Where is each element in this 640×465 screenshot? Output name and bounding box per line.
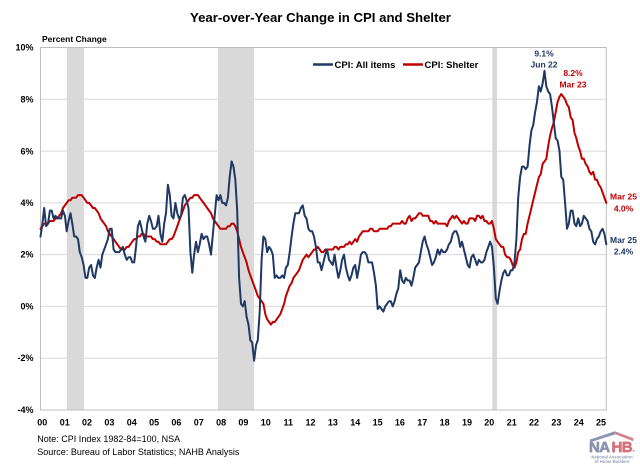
- svg-text:15: 15: [373, 418, 383, 428]
- svg-text:16: 16: [395, 418, 405, 428]
- svg-text:11: 11: [283, 418, 293, 428]
- svg-text:2%: 2%: [20, 250, 33, 260]
- svg-text:24: 24: [574, 418, 584, 428]
- svg-text:04: 04: [127, 418, 137, 428]
- svg-text:Jun 22: Jun 22: [531, 59, 558, 69]
- svg-text:Percent Change: Percent Change: [42, 34, 107, 44]
- svg-text:NA: NA: [589, 439, 610, 456]
- svg-text:18: 18: [440, 418, 450, 428]
- svg-text:9.1%: 9.1%: [534, 49, 554, 59]
- svg-text:National Association: National Association: [591, 455, 633, 460]
- svg-text:0%: 0%: [20, 302, 33, 312]
- svg-text:-4%: -4%: [17, 405, 33, 415]
- svg-text:of Home Builders: of Home Builders: [595, 459, 630, 464]
- svg-text:05: 05: [149, 418, 159, 428]
- svg-text:2.4%: 2.4%: [614, 247, 634, 257]
- svg-text:25: 25: [596, 418, 606, 428]
- svg-text:4.0%: 4.0%: [614, 204, 634, 214]
- svg-text:-2%: -2%: [17, 353, 33, 363]
- svg-text:13: 13: [328, 418, 338, 428]
- svg-text:09: 09: [238, 418, 248, 428]
- svg-text:6%: 6%: [20, 146, 33, 156]
- svg-text:19: 19: [462, 418, 472, 428]
- svg-text:00: 00: [37, 418, 47, 428]
- svg-text:17: 17: [417, 418, 427, 428]
- svg-text:22: 22: [529, 418, 539, 428]
- svg-text:Year-over-Year Change in CPI a: Year-over-Year Change in CPI and Shelter: [190, 10, 451, 25]
- svg-text:CPI: All items: CPI: All items: [335, 60, 396, 71]
- svg-text:8%: 8%: [20, 94, 33, 104]
- svg-text:10%: 10%: [15, 43, 33, 53]
- svg-text:4%: 4%: [20, 198, 33, 208]
- svg-text:23: 23: [551, 418, 561, 428]
- svg-text:03: 03: [104, 418, 114, 428]
- svg-text:Mar 25: Mar 25: [610, 192, 637, 202]
- svg-text:Note: CPI Index 1982-84=100, N: Note: CPI Index 1982-84=100, NSA: [37, 434, 180, 444]
- svg-text:20: 20: [484, 418, 494, 428]
- svg-text:08: 08: [216, 418, 226, 428]
- svg-text:Mar 23: Mar 23: [560, 80, 587, 90]
- svg-text:07: 07: [194, 418, 204, 428]
- svg-text:Mar 25: Mar 25: [610, 235, 637, 245]
- svg-text:12: 12: [305, 418, 315, 428]
- svg-text:8.2%: 8.2%: [563, 68, 583, 78]
- svg-text:CPI: Shelter: CPI: Shelter: [425, 60, 479, 71]
- svg-text:14: 14: [350, 418, 360, 428]
- svg-text:HB: HB: [612, 439, 633, 456]
- svg-text:06: 06: [171, 418, 181, 428]
- svg-text:Source: Bureau of Labor Statis: Source: Bureau of Labor Statistics; NAHB…: [37, 447, 240, 457]
- svg-text:01: 01: [60, 418, 70, 428]
- svg-text:02: 02: [82, 418, 92, 428]
- svg-text:21: 21: [507, 418, 517, 428]
- svg-text:10: 10: [261, 418, 271, 428]
